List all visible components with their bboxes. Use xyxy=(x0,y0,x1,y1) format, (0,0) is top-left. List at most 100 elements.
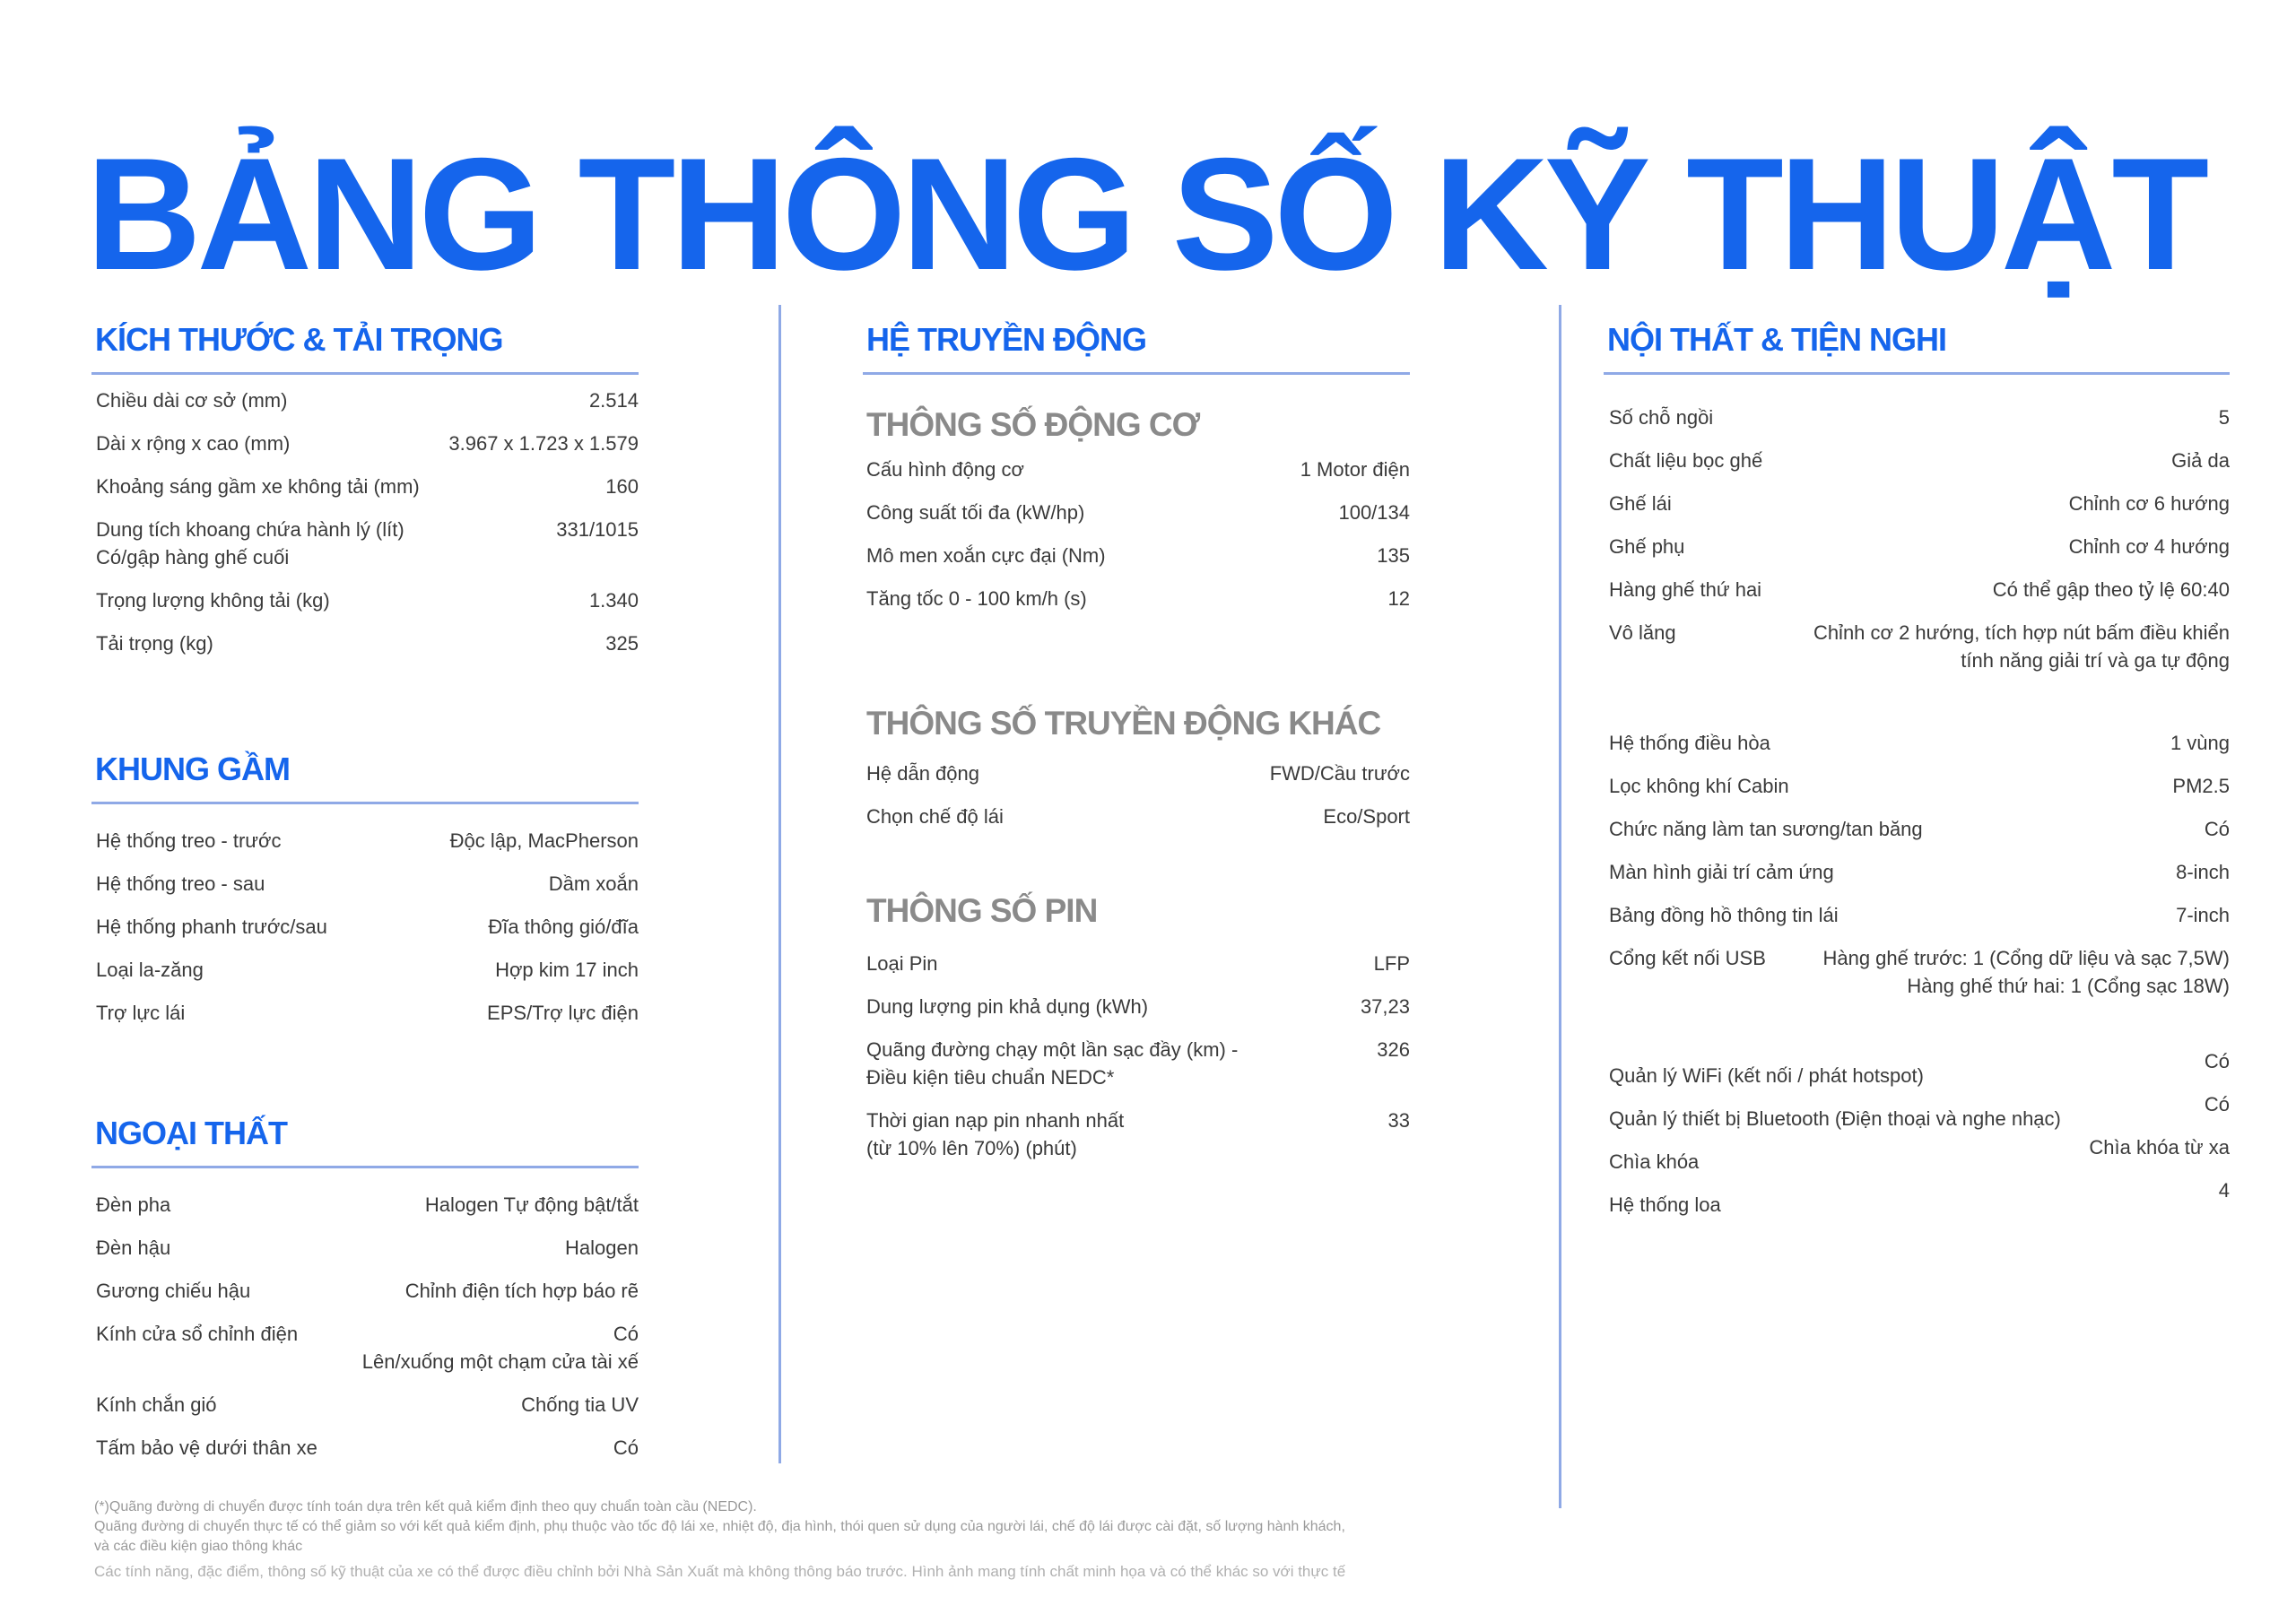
subsection-pin: THÔNG SỐ PIN Loại Pin LFP Dung lượng pin k… xyxy=(866,891,1410,1170)
spec-label: Khoảng sáng gầm xe không tải (mm) xyxy=(96,475,420,498)
spec-value: 331/1015 xyxy=(556,518,639,541)
spec-row: Chọn chế độ lái Eco/Sport xyxy=(866,795,1410,838)
spec-value: Dầm xoắn xyxy=(548,872,639,895)
spec-row: Loại Pin LFP xyxy=(866,942,1410,985)
spec-label: Kính cửa sổ chỉnh điện xyxy=(96,1323,299,1345)
spec-row: Quãng đường chạy một lần sạc đầy (km) - … xyxy=(866,1028,1410,1099)
spec-row: Màn hình giải trí cảm ứng 8-inch xyxy=(1609,851,2230,894)
spec-list: Cấu hình động cơ 1 Motor điện Công suất tố… xyxy=(866,445,1410,621)
spec-value: PM2.5 xyxy=(2172,775,2230,797)
spec-list: Hệ thống điều hòa 1 vùng Lọc không khí Cab… xyxy=(1604,682,2230,1008)
spec-label: Dài x rộng x cao (mm) xyxy=(96,432,291,455)
spec-value: Độc lập, MacPherson xyxy=(449,829,639,852)
spec-label: Trợ lực lái xyxy=(96,1002,186,1024)
spec-label: Dung tích khoang chứa hành lý (lít) Có/g… xyxy=(96,518,404,568)
spec-list: Loại Pin LFP Dung lượng pin khả dụng (kWh)… xyxy=(866,931,1410,1170)
section-noi-that: NỘI THẤT & TIỆN NGHI Số chỗ ngồi 5 Chất li… xyxy=(1604,320,2230,1227)
spec-row: Tấm bảo vệ dưới thân xe Có xyxy=(96,1427,639,1470)
spec-value: 100/134 xyxy=(1338,501,1410,524)
divider xyxy=(91,372,639,375)
spec-row: Hệ dẫn động FWD/Cầu trước xyxy=(866,752,1410,795)
spec-value: Chỉnh điện tích hợp báo rẽ xyxy=(404,1280,639,1302)
spec-label: Thời gian nạp pin nhanh nhất (từ 10% lên… xyxy=(866,1109,1125,1159)
spec-row: Hệ thống loa 4 xyxy=(1609,1179,2230,1227)
spec-row: Trợ lực lái EPS/Trợ lực điện xyxy=(96,992,639,1035)
spec-value: Chỉnh cơ 6 hướng xyxy=(2068,492,2230,515)
section-heading: HỆ TRUYỀN ĐỘNG xyxy=(866,321,1147,358)
spec-row: Ghế lái Chỉnh cơ 6 hướng xyxy=(1609,482,2230,525)
spec-value: Chỉnh cơ 4 hướng xyxy=(2068,535,2230,558)
spec-label: Quản lý WiFi (kết nối / phát hotspot) xyxy=(1609,1064,1924,1087)
section-heading: NỘI THẤT & TIỆN NGHI xyxy=(1607,321,1947,358)
section-truyen-dong: HỆ TRUYỀN ĐỘNG xyxy=(863,320,1410,375)
spec-row: Quản lý thiết bị Bluetooth (Điện thoại v… xyxy=(1609,1093,2230,1141)
spec-row: Đèn hậu Halogen xyxy=(96,1227,639,1270)
spec-label: Quản lý thiết bị Bluetooth (Điện thoại v… xyxy=(1609,1107,2061,1130)
spec-row: Quản lý WiFi (kết nối / phát hotspot) Có xyxy=(1609,1050,2230,1098)
spec-value: 12 xyxy=(1387,587,1410,610)
spec-value: Hợp kim 17 inch xyxy=(495,959,639,981)
divider xyxy=(1604,372,2230,375)
spec-label: Chức năng làm tan sương/tan băng xyxy=(1609,818,1923,840)
spec-label: Cổng kết nối USB xyxy=(1609,947,1766,969)
column-divider xyxy=(1559,305,1561,1508)
spec-row: Đèn pha Halogen Tự động bật/tắt xyxy=(96,1184,639,1227)
spec-row: Chức năng làm tan sương/tan băng Có xyxy=(1609,808,2230,851)
subsection-heading: THÔNG SỐ ĐỘNG CƠ xyxy=(866,406,1200,443)
spec-row: Số chỗ ngồi 5 xyxy=(1609,396,2230,439)
spec-value: 4 xyxy=(2218,1179,2230,1202)
spec-value: Đĩa thông gió/đĩa xyxy=(488,916,639,938)
spec-row: Dung tích khoang chứa hành lý (lít) Có/g… xyxy=(96,508,639,579)
spec-value: Có xyxy=(613,1436,639,1459)
spec-label: Chọn chế độ lái xyxy=(866,805,1004,828)
spec-value: Có xyxy=(2204,818,2230,840)
divider xyxy=(91,802,639,804)
subsection-truyen-dong-khac: THÔNG SỐ TRUYỀN ĐỘNG KHÁC Hệ dẫn động FWD… xyxy=(866,704,1410,838)
spec-row: Cổng kết nối USB Hàng ghế trước: 1 (Cổng … xyxy=(1609,937,2230,1008)
spec-row: Lọc không khí Cabin PM2.5 xyxy=(1609,765,2230,808)
spec-value: 5 xyxy=(2218,406,2230,429)
spec-value: 1.340 xyxy=(588,589,639,612)
spec-row: Mô men xoắn cực đại (Nm) 135 xyxy=(866,534,1410,577)
spec-label: Hệ thống phanh trước/sau xyxy=(96,916,327,938)
spec-row: Hàng ghế thứ hai Có thể gập theo tỷ lệ 60… xyxy=(1609,568,2230,612)
spec-value: Halogen Tự động bật/tắt xyxy=(424,1193,639,1216)
spec-value: Eco/Sport xyxy=(1323,805,1410,828)
section-kich-thuoc: KÍCH THƯỚC & TẢI TRỌNG Chiều dài cơ sở (… xyxy=(91,320,639,665)
section-khung-gam: KHUNG GẦM Hệ thống treo - trước Độc lập, … xyxy=(91,750,639,1035)
spec-label: Đèn pha xyxy=(96,1193,171,1216)
spec-row: Hệ thống treo - sau Dầm xoắn xyxy=(96,863,639,906)
spec-label: Quãng đường chạy một lần sạc đầy (km) - … xyxy=(866,1038,1239,1089)
spec-label: Tấm bảo vệ dưới thân xe xyxy=(96,1436,317,1459)
spec-label: Loại la-zăng xyxy=(96,959,204,981)
spec-row: Chiều dài cơ sở (mm) 2.514 xyxy=(96,379,639,422)
spec-row: Kính cửa sổ chỉnh điện Có Lên/xuống một c… xyxy=(96,1313,639,1384)
spec-value: 1 vùng xyxy=(2170,732,2230,754)
spec-value: Có Lên/xuống một chạm cửa tài xế xyxy=(361,1323,639,1373)
subsection-heading: THÔNG SỐ TRUYỀN ĐỘNG KHÁC xyxy=(866,705,1381,742)
spec-value: 1 Motor điện xyxy=(1300,458,1410,481)
spec-row: Công suất tối đa (kW/hp) 100/134 xyxy=(866,491,1410,534)
spec-label: Chất liệu bọc ghế xyxy=(1609,449,1763,472)
spec-label: Hệ thống treo - sau xyxy=(96,872,265,895)
spec-row: Hệ thống điều hòa 1 vùng xyxy=(1609,722,2230,765)
spec-value: 2.514 xyxy=(588,389,639,412)
spec-label: Loại Pin xyxy=(866,952,938,975)
spec-label: Hệ dẫn động xyxy=(866,762,979,785)
spec-label: Hệ thống điều hòa xyxy=(1609,732,1770,754)
spec-row: Khoảng sáng gầm xe không tải (mm) 160 xyxy=(96,465,639,508)
column-divider xyxy=(778,305,781,1463)
spec-value: Hàng ghế trước: 1 (Cổng dữ liệu và sạc 7… xyxy=(1822,947,2230,997)
spec-row: Vô lăng Chỉnh cơ 2 hướng, tích hợp nút bấ… xyxy=(1609,612,2230,682)
subsection-heading: THÔNG SỐ PIN xyxy=(866,892,1098,929)
spec-row: Hệ thống treo - trước Độc lập, MacPherson xyxy=(96,820,639,863)
spec-label: Số chỗ ngồi xyxy=(1609,406,1714,429)
footnote-nedc: (*)Quãng đường di chuyển được tính toán … xyxy=(94,1499,1345,1554)
section-ngoai-that: NGOẠI THẤT Đèn pha Halogen Tự động bật/tắ… xyxy=(91,1114,639,1470)
divider xyxy=(863,372,1410,375)
spec-value: 3.967 x 1.723 x 1.579 xyxy=(448,432,639,455)
spec-list: Số chỗ ngồi 5 Chất liệu bọc ghế Giả da Ghế l… xyxy=(1604,375,2230,682)
spec-row: Thời gian nạp pin nhanh nhất (từ 10% lên… xyxy=(866,1099,1410,1170)
spec-label: Chìa khóa xyxy=(1609,1150,1700,1173)
spec-label: Hàng ghế thứ hai xyxy=(1609,578,1762,601)
